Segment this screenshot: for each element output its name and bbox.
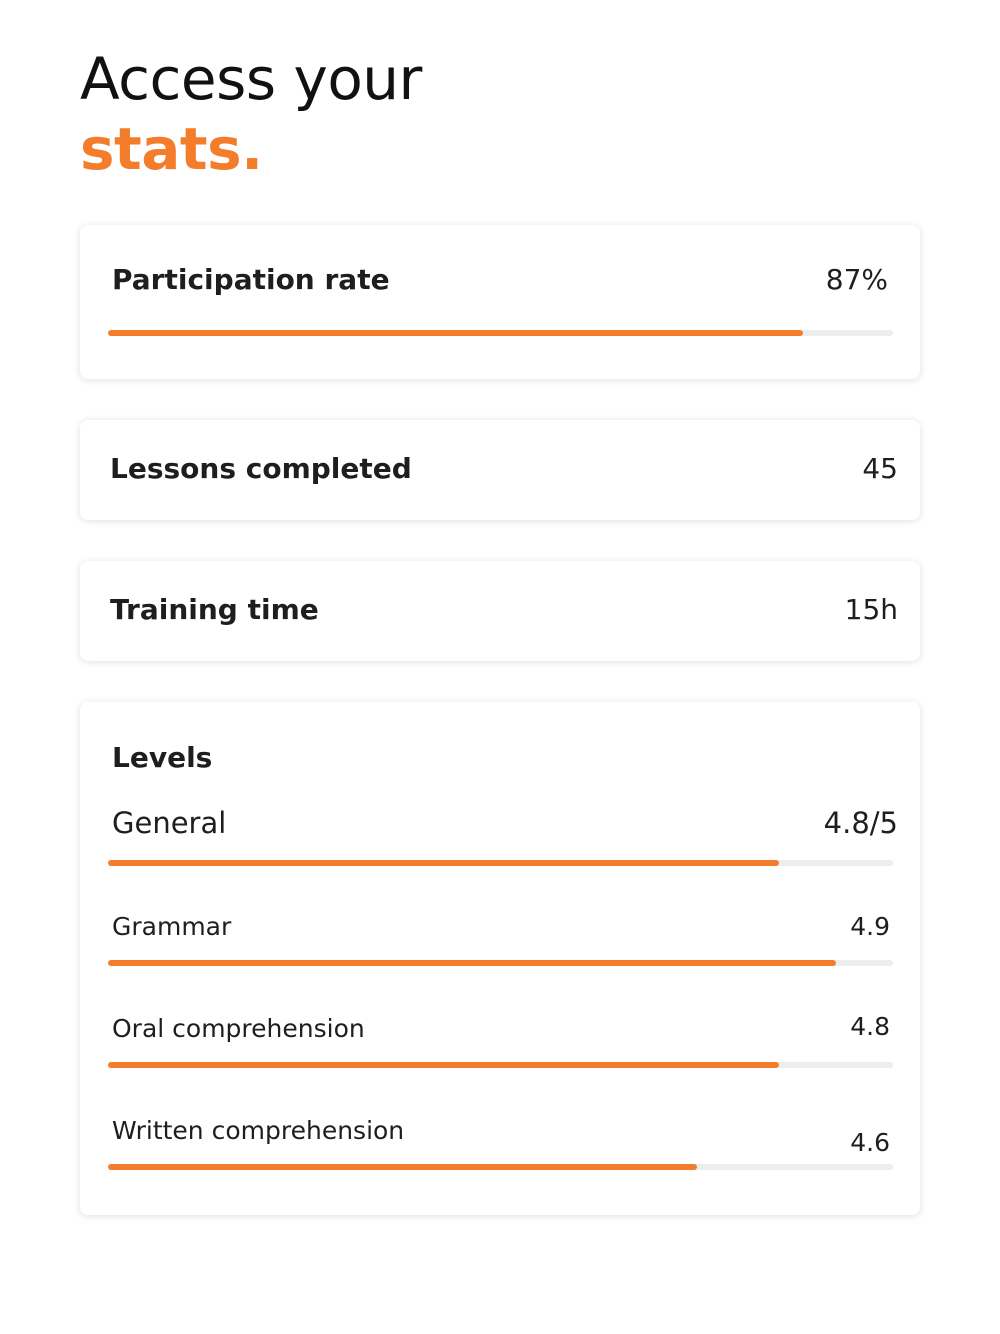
written-comprehension-progress-track [108,1164,893,1170]
written-comprehension-progress-fill [108,1164,697,1170]
grammar-progress-fill [108,960,836,966]
participation-progress-fill [108,330,803,336]
general-progress-fill [108,860,780,866]
general-label: General [112,806,227,840]
levels-title: Levels [112,741,213,774]
grammar-progress-track [108,960,893,966]
oral-comprehension-value: 4.8 [850,1012,890,1041]
page-title: Access your stats. [80,44,422,184]
participation-value: 87% [825,263,888,296]
lessons-label: Lessons completed [110,452,412,485]
participation-label: Participation rate [112,263,390,296]
written-comprehension-value: 4.6 [850,1128,890,1157]
training-value: 15h [844,593,898,626]
lessons-value: 45 [862,452,898,485]
training-card: Training time 15h [80,561,920,661]
general-value: 4.8/5 [823,806,898,840]
levels-card: Levels General 4.8/5 Grammar 4.9 Oral co… [80,702,920,1215]
title-line-1: Access your [80,45,422,113]
training-label: Training time [110,593,319,626]
participation-progress-track [108,330,893,336]
lessons-card: Lessons completed 45 [80,420,920,520]
oral-comprehension-progress-fill [108,1062,780,1068]
participation-card: Participation rate 87% [80,225,920,379]
oral-comprehension-progress-track [108,1062,893,1068]
written-comprehension-label: Written comprehension [112,1116,405,1145]
title-line-2: stats. [80,115,263,183]
grammar-label: Grammar [112,912,232,941]
general-progress-track [108,860,893,866]
grammar-value: 4.9 [850,912,890,941]
oral-comprehension-label: Oral comprehension [112,1014,365,1043]
